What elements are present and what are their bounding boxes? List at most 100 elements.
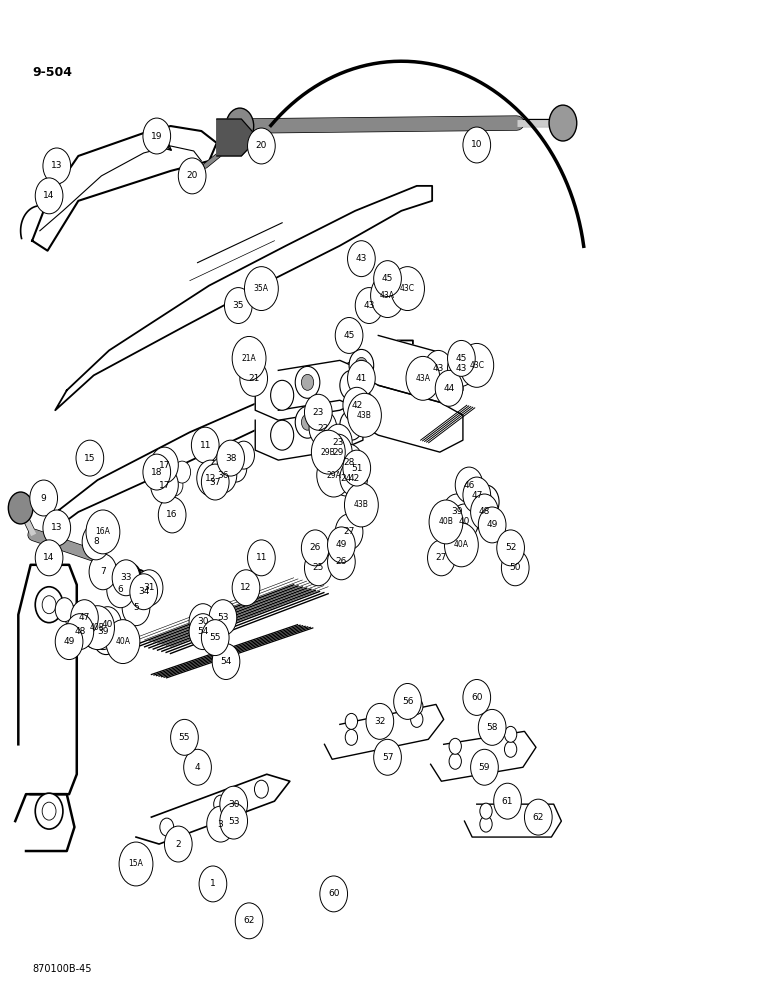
Text: 15A: 15A [129,859,144,868]
Circle shape [340,370,363,400]
Circle shape [171,719,198,755]
Circle shape [335,318,363,353]
Text: 7: 7 [100,567,106,576]
Text: 53: 53 [228,817,239,826]
Circle shape [463,495,489,529]
Circle shape [394,683,422,719]
Text: 33: 33 [120,573,132,582]
Circle shape [480,803,493,819]
Circle shape [445,523,479,567]
Circle shape [471,749,498,785]
Circle shape [174,461,191,483]
Text: 46: 46 [463,481,475,490]
Text: 12: 12 [240,583,252,592]
Polygon shape [324,704,444,759]
Circle shape [189,604,217,640]
Circle shape [36,587,63,623]
Text: 11: 11 [256,553,267,562]
Circle shape [89,554,117,590]
Text: 61: 61 [502,797,513,806]
Circle shape [324,434,352,470]
Circle shape [479,709,506,745]
Circle shape [327,544,355,580]
Circle shape [225,454,247,482]
Circle shape [355,397,367,413]
Circle shape [248,128,276,164]
Circle shape [335,444,363,480]
Circle shape [371,274,405,318]
Circle shape [463,680,491,715]
Text: 40A: 40A [454,540,469,549]
Circle shape [493,783,521,819]
Text: 25: 25 [313,563,324,572]
Text: 49: 49 [63,637,75,646]
Circle shape [479,507,506,543]
Circle shape [201,620,229,656]
Circle shape [301,374,313,390]
Circle shape [311,430,345,474]
Text: 43B: 43B [357,411,372,420]
Text: 16: 16 [167,510,178,519]
Text: 50: 50 [510,563,521,572]
Text: 22: 22 [317,424,329,433]
Circle shape [348,451,365,473]
Circle shape [209,457,237,493]
Circle shape [164,826,192,862]
Circle shape [332,460,360,496]
Text: 17: 17 [159,461,170,470]
Polygon shape [15,794,74,851]
Circle shape [343,450,371,486]
Text: 49: 49 [486,520,498,529]
Circle shape [469,503,483,521]
Circle shape [479,493,493,511]
Text: 45: 45 [382,274,393,283]
Circle shape [480,816,493,832]
Circle shape [425,350,452,386]
Circle shape [460,343,493,387]
Polygon shape [256,360,363,420]
Text: 52: 52 [505,543,516,552]
Circle shape [122,590,150,626]
Text: 27: 27 [344,527,355,536]
Text: 53: 53 [217,613,229,622]
Circle shape [66,614,93,650]
Polygon shape [19,565,76,794]
Circle shape [201,464,229,500]
Circle shape [245,267,279,311]
Circle shape [463,477,491,513]
Circle shape [80,606,114,650]
Text: 31: 31 [144,583,155,592]
Circle shape [301,414,313,430]
Text: 48: 48 [74,627,86,636]
Circle shape [88,623,102,641]
Text: 43: 43 [455,364,467,373]
Polygon shape [465,804,561,837]
Circle shape [197,460,225,496]
Text: 26: 26 [310,543,321,552]
Circle shape [449,738,462,754]
Text: 43A: 43A [380,291,395,300]
Circle shape [349,349,374,381]
Circle shape [340,410,363,440]
Text: 27: 27 [435,553,447,562]
Text: 19: 19 [151,132,163,141]
Circle shape [304,394,332,430]
Text: 10: 10 [471,140,482,149]
Circle shape [77,618,91,636]
Text: 45: 45 [344,331,355,340]
Text: 15: 15 [84,454,96,463]
Text: 12: 12 [205,474,216,483]
Circle shape [335,514,363,550]
Text: 23: 23 [313,408,324,417]
Circle shape [70,600,98,636]
Circle shape [151,467,178,503]
Text: 58: 58 [486,723,498,732]
Text: 62: 62 [243,916,255,925]
Text: 29B: 29B [321,448,336,457]
Text: 40: 40 [459,517,470,526]
Circle shape [345,729,357,745]
Polygon shape [32,126,217,251]
Circle shape [463,127,491,163]
Circle shape [89,614,117,650]
Circle shape [406,356,440,400]
